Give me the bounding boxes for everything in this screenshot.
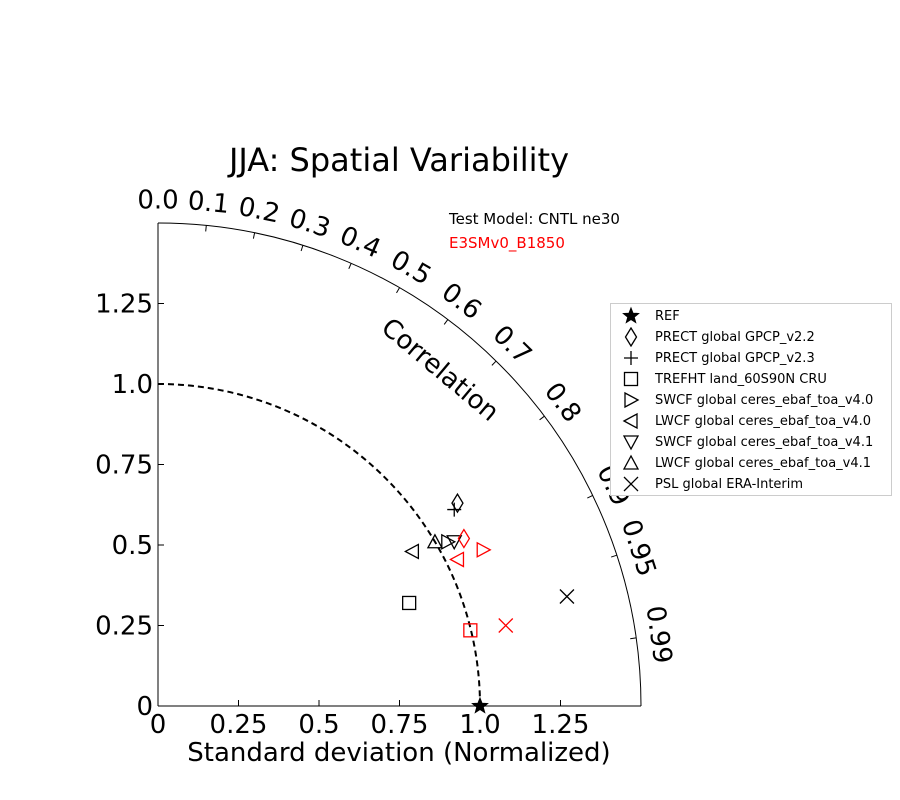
legend-label: LWCF global ceres_ebaf_toa_v4.1	[655, 455, 872, 471]
legend-marker-diamond	[624, 327, 638, 347]
y-tick-label: 0.25	[95, 612, 153, 642]
legend-marker-triangle-up	[622, 454, 640, 470]
data-point-square	[463, 623, 478, 638]
correlation-tick-mark	[205, 225, 207, 232]
legend-marker-triangle-right	[624, 391, 640, 409]
std-x-ticks: 0 0.25 0.5 0.75 1.0 1.25	[150, 700, 590, 740]
correlation-tick-mark	[252, 232, 256, 239]
data-point-triangle-down	[446, 535, 463, 551]
legend-marker	[622, 412, 638, 430]
y-tick-label: 0.75	[95, 451, 153, 481]
y-tick-label: 1.25	[95, 290, 153, 320]
correlation-tick-mark	[539, 415, 545, 421]
correlation-tick-label: 0.99	[640, 604, 678, 666]
correlation-tick-label: 0.5	[385, 245, 436, 292]
legend-label: PRECT global GPCP_v2.3	[655, 350, 815, 366]
data-point-star	[471, 696, 489, 714]
legend-marker-triangle-down	[622, 435, 640, 451]
legend-item: SWCF global ceres_ebaf_toa_v4.1	[611, 432, 873, 452]
x-axis-label: Standard deviation (Normalized)	[187, 738, 610, 768]
data-point-square	[402, 595, 417, 611]
data-points	[402, 492, 575, 714]
x-tick-label: 0	[150, 710, 167, 740]
correlation-tick-label: 0.4	[335, 221, 385, 265]
correlation-tick-mark	[348, 263, 352, 270]
data-point-diamond	[451, 492, 464, 514]
legend-marker	[622, 454, 640, 470]
std-y-ticks: 0 0.25 0.5 0.75 1.0 1.25	[95, 290, 164, 722]
data-point-triangle-up	[426, 533, 444, 549]
legend-marker	[624, 351, 638, 365]
legend-item: LWCF global ceres_ebaf_toa_v4.1	[611, 453, 871, 473]
legend-item: LWCF global ceres_ebaf_toa_v4.0	[611, 411, 871, 431]
legend-item: PRECT global GPCP_v2.2	[611, 327, 815, 347]
legend-label: REF	[655, 308, 680, 324]
x-tick-label: 1.0	[459, 710, 500, 740]
outer-arc	[157, 222, 642, 707]
correlation-tick-label: 0.2	[236, 192, 283, 230]
x-tick-label: 0.75	[371, 710, 429, 740]
correlation-tick-label: 0.8	[538, 377, 587, 428]
legend: REF PRECT global GPCP_v2.2 PRECT global GP…	[610, 303, 892, 496]
data-point-triangle-left	[404, 543, 420, 560]
legend-marker	[622, 435, 640, 451]
reference-model-label: E3SMv0_B1850	[449, 234, 565, 253]
data-point-triangle-right	[476, 541, 492, 558]
correlation-tick-mark	[396, 287, 400, 294]
chart-title: JJA: Spatial Variability	[227, 141, 569, 179]
legend-marker-square	[623, 371, 639, 387]
legend-marker	[623, 476, 639, 492]
y-tick-label: 1.0	[112, 370, 153, 400]
x-tick-label: 1.25	[532, 710, 590, 740]
y-tick-label: 0.5	[112, 531, 153, 561]
correlation-tick-mark	[491, 360, 497, 366]
legend-label: LWCF global ceres_ebaf_toa_v4.0	[655, 413, 872, 429]
legend-label: PRECT global GPCP_v2.2	[655, 329, 815, 345]
x-tick-label: 0.5	[298, 710, 339, 740]
reference-std-arc	[157, 383, 481, 707]
correlation-ticks: 0.00.10.20.30.40.50.60.70.80.90.950.99	[137, 186, 677, 666]
correlation-tick-label: 0.6	[436, 277, 487, 326]
correlation-axis-label: Correlation	[375, 313, 504, 428]
legend-marker	[624, 327, 638, 347]
legend-marker	[624, 391, 640, 409]
correlation-tick-mark	[587, 495, 593, 499]
data-point-plus	[447, 502, 462, 517]
legend-item: PRECT global GPCP_v2.3	[611, 348, 815, 368]
data-point-x	[498, 618, 514, 633]
legend-item: TREFHT land_60S90N CRU	[611, 369, 827, 389]
legend-item: PSL global ERA-Interim	[611, 474, 803, 494]
data-point-x	[559, 589, 575, 604]
legend-marker-plus	[624, 351, 638, 365]
x-tick-label: 0.25	[210, 710, 268, 740]
correlation-tick-mark	[300, 245, 304, 252]
correlation-tick-label: 0.0	[137, 186, 178, 216]
correlation-tick-label: 0.1	[186, 186, 230, 220]
y-tick-label: 0	[136, 692, 153, 722]
legend-label: SWCF global ceres_ebaf_toa_v4.1	[655, 434, 874, 450]
legend-marker	[622, 306, 640, 324]
data-point-triangle-left	[449, 551, 465, 568]
correlation-tick-mark	[610, 554, 618, 558]
legend-marker-triangle-left	[622, 412, 638, 430]
legend-label: SWCF global ceres_ebaf_toa_v4.0	[655, 392, 874, 408]
test-model-label: Test Model: CNTL ne30	[448, 210, 620, 228]
correlation-tick-mark	[630, 637, 637, 640]
correlation-tick-mark	[443, 319, 449, 325]
legend-marker-star	[622, 306, 640, 324]
legend-label: TREFHT land_60S90N CRU	[655, 371, 827, 387]
legend-marker	[623, 371, 639, 387]
legend-item: REF	[611, 306, 680, 326]
chart-frame	[157, 222, 642, 707]
legend-marker-x	[623, 476, 639, 492]
legend-item: SWCF global ceres_ebaf_toa_v4.0	[611, 390, 873, 410]
correlation-tick-label: 0.3	[285, 203, 333, 244]
data-point-diamond	[457, 528, 471, 549]
legend-label: PSL global ERA-Interim	[655, 476, 804, 492]
